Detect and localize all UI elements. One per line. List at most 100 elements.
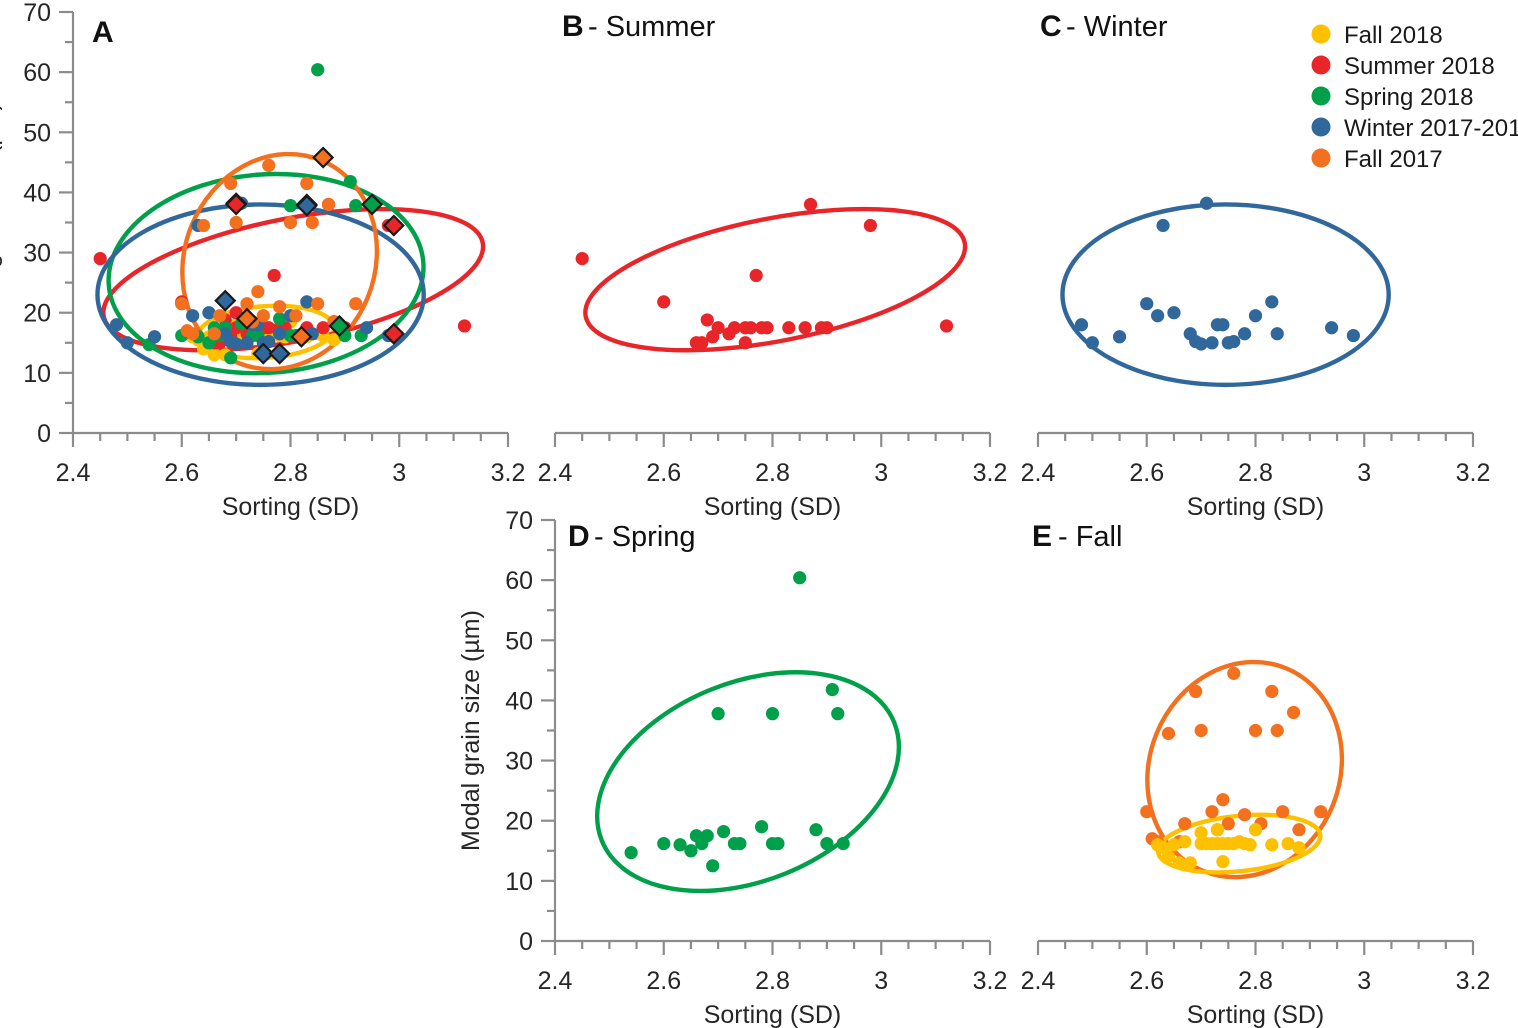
data-point <box>147 330 162 344</box>
xtick-label: 3 <box>1357 967 1371 995</box>
legend-marker-spring-2018 <box>1311 86 1331 106</box>
legend-marker-summer-2018 <box>1311 55 1331 75</box>
data-point <box>673 838 687 852</box>
legend: Fall 2018 Summer 2018 Spring 2018 Winter 20… <box>1311 22 1518 173</box>
panel-label-C: C - Winter <box>1040 10 1168 43</box>
panel-subtitle: - Summer <box>588 11 716 43</box>
data-point <box>93 251 107 266</box>
xtick-label: 2.4 <box>1021 459 1056 487</box>
data-point <box>809 823 823 837</box>
data-point <box>771 836 785 851</box>
data-point <box>575 251 589 266</box>
data-point <box>186 309 200 323</box>
legend-label: Spring 2018 <box>1344 84 1473 111</box>
data-point <box>711 707 725 721</box>
data-point <box>700 313 714 327</box>
data-point <box>1265 684 1279 699</box>
data-point <box>283 199 298 213</box>
data-point <box>273 327 287 341</box>
data-point <box>224 351 238 365</box>
data-point <box>831 707 845 721</box>
ytick-label: 10 <box>505 868 533 896</box>
data-point <box>1314 805 1328 819</box>
data-point <box>820 321 834 335</box>
xtick-label: 2.8 <box>1238 459 1273 487</box>
data-point <box>202 306 216 320</box>
legend-marker-fall-2018 <box>1311 24 1331 44</box>
ytick-label: 0 <box>519 928 533 956</box>
data-point <box>1248 309 1263 323</box>
overlap-diamond-marker <box>225 193 248 216</box>
data-point <box>706 330 720 344</box>
y-axis-title: Modal grain size (µm) <box>457 610 485 851</box>
overlap-diamond-marker <box>382 322 405 345</box>
ellipses-panel-C <box>1060 202 1391 388</box>
data-point <box>262 158 276 172</box>
data-point <box>684 844 698 858</box>
data-point <box>733 836 747 851</box>
ellipses-panel-A <box>95 151 486 388</box>
data-point <box>700 829 714 843</box>
data-point <box>793 571 807 585</box>
data-point <box>1085 336 1099 350</box>
data-point <box>695 336 709 350</box>
points-panel-E <box>1140 666 1328 870</box>
confidence-ellipse <box>1145 659 1345 880</box>
data-point <box>1346 328 1360 343</box>
data-point <box>1221 817 1235 831</box>
data-point <box>1238 808 1252 822</box>
data-point <box>1074 318 1089 332</box>
x-axis-title: Sorting (SD) <box>1187 1001 1325 1028</box>
data-point <box>1227 666 1241 680</box>
data-point <box>1151 309 1165 323</box>
data-point <box>1199 196 1214 210</box>
data-point <box>1270 327 1284 341</box>
data-point <box>267 268 281 283</box>
confidence-ellipse <box>583 206 968 353</box>
data-point <box>1194 723 1208 738</box>
panel-letter: A <box>92 16 114 49</box>
data-point <box>1248 723 1263 738</box>
ellipses-panel-D <box>594 670 902 894</box>
legend-label: Summer 2018 <box>1344 53 1495 80</box>
data-point <box>1140 297 1154 311</box>
data-point <box>765 707 780 721</box>
data-point <box>1265 295 1279 309</box>
data-point <box>256 309 270 323</box>
points-panel-D <box>624 571 850 873</box>
data-point <box>1194 337 1208 351</box>
overlap-diamond-marker <box>214 289 237 312</box>
overlap-diamond-marker <box>290 325 313 348</box>
data-point <box>1248 823 1263 837</box>
ytick-label: 30 <box>23 240 51 268</box>
data-point <box>251 285 265 299</box>
axes-panel-C: 2.4 2.6 2.8 3 3.2 Sorting (SD) <box>1021 431 1490 521</box>
panel-label-B: B - Summer <box>562 10 716 43</box>
data-point <box>1156 218 1170 233</box>
xtick-label: 2.6 <box>1129 459 1164 487</box>
xtick-label: 2.8 <box>755 967 790 995</box>
panel-letter: C <box>1040 10 1062 43</box>
data-point <box>300 295 314 309</box>
data-point <box>1292 823 1306 837</box>
data-point <box>1216 318 1230 332</box>
xtick-label: 2.4 <box>538 967 573 995</box>
xtick-label: 2.4 <box>538 459 573 487</box>
data-point <box>1205 336 1219 350</box>
ytick-label: 70 <box>23 0 51 27</box>
xtick-label: 2.8 <box>273 459 308 487</box>
data-point <box>262 321 276 335</box>
ytick-label: 0 <box>37 420 51 448</box>
data-point <box>1276 805 1290 819</box>
confidence-ellipse <box>95 202 426 388</box>
x-axis-title: Sorting (SD) <box>704 493 842 521</box>
axes-panel-D: 2.4 2.6 2.8 3 3.2 Sorting (SD) 0 10 20 30 40 50 60 70… <box>457 507 1007 1028</box>
xtick-label: 2.8 <box>755 459 790 487</box>
confidence-ellipse <box>594 670 902 894</box>
axes-panel-E: 2.4 2.6 2.8 3 3.2 Sorting (SD) <box>1021 939 1490 1028</box>
x-axis-title: Sorting (SD) <box>222 493 360 521</box>
data-point <box>1183 856 1197 870</box>
data-point <box>289 309 303 323</box>
data-point <box>360 321 374 335</box>
